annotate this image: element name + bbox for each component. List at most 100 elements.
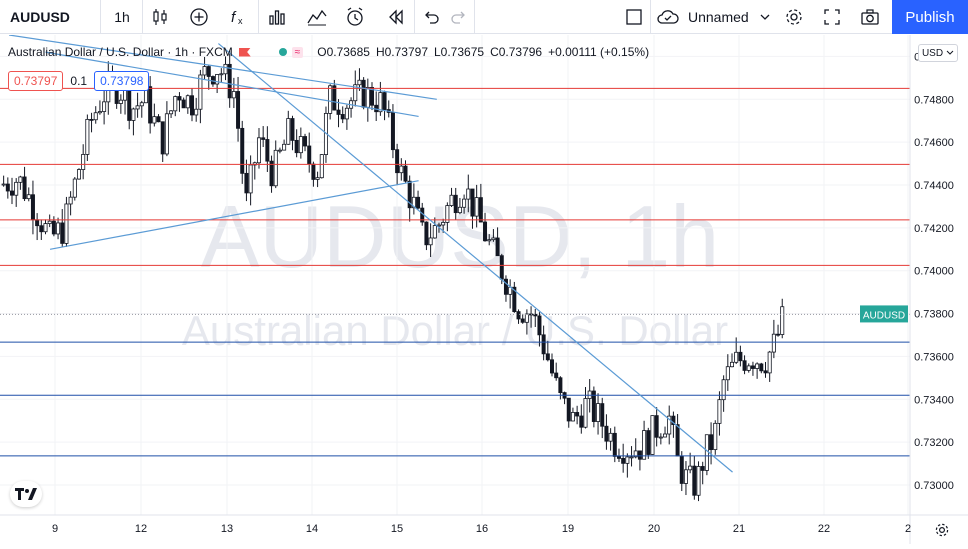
candle-body [273, 149, 278, 187]
bid-ask-panel: 0.73797 0.1 0.73798 [8, 71, 150, 91]
y-tick-label: 0.74800 [914, 94, 954, 106]
trendline[interactable] [9, 34, 437, 100]
candle-body [315, 177, 320, 180]
trendline[interactable] [45, 51, 419, 118]
camera-icon[interactable] [856, 0, 884, 34]
trendline[interactable] [49, 180, 419, 250]
candle-body [554, 372, 559, 379]
candle-body [89, 118, 94, 121]
flag-icon[interactable] [238, 47, 251, 57]
candle-body [763, 370, 768, 374]
candle-body [499, 255, 504, 280]
candle-body [679, 455, 684, 484]
redo-icon[interactable] [446, 0, 472, 34]
candle-body [759, 363, 764, 372]
indicators-plus-icon[interactable] [184, 0, 214, 34]
candle-body [416, 196, 421, 209]
candle-body [365, 87, 370, 108]
candle-body [340, 114, 345, 120]
toolbar-divider [414, 0, 415, 34]
candle-body [51, 220, 56, 235]
candle-body [591, 390, 596, 422]
candle-body [725, 366, 730, 381]
symbol-search-button[interactable]: AUDUSD [10, 9, 70, 25]
fullscreen-square-icon[interactable] [620, 0, 648, 34]
toolbar-divider [474, 0, 475, 34]
candle-body [290, 118, 295, 141]
delay-badge-icon[interactable]: ≈ [291, 46, 304, 58]
layout-menu[interactable]: Unnamed [656, 0, 776, 34]
watermark-name: Australian Dollar / U.S. Dollar [182, 307, 728, 354]
candle-body [344, 107, 349, 120]
candle-body [256, 137, 261, 164]
candle-body [671, 415, 676, 425]
svg-text:f: f [231, 9, 237, 26]
candle-body [750, 365, 755, 369]
y-tick-label: 0.73000 [914, 480, 954, 492]
ask-price-box[interactable]: 0.73798 [94, 71, 150, 91]
candle-body [675, 424, 680, 457]
candle-body [403, 165, 408, 182]
trendline[interactable] [218, 43, 733, 473]
candle-body [558, 377, 563, 394]
candle-body [357, 79, 362, 86]
axis-settings-gear-icon[interactable] [930, 519, 954, 541]
candle-body [47, 220, 52, 224]
currency-button[interactable]: USD [918, 44, 958, 62]
cloud-icon [657, 10, 679, 24]
candle-body [424, 221, 429, 246]
legend-title: Australian Dollar / U.S. Dollar · 1h · F… [8, 45, 233, 59]
candle-body [30, 194, 35, 221]
candle-body [533, 313, 538, 317]
y-tick-label: 0.73600 [914, 351, 954, 363]
candle-body [646, 430, 651, 455]
candle-body [131, 108, 136, 121]
candle-body [76, 169, 81, 180]
publish-button[interactable]: Publish [892, 0, 968, 34]
candle-body [692, 465, 697, 496]
candle-body [650, 415, 655, 455]
undo-icon[interactable] [418, 0, 444, 34]
candle-body [56, 222, 61, 235]
alert-clock-icon[interactable] [340, 0, 370, 34]
candle-body [771, 333, 776, 353]
x-tick-label: 9 [52, 523, 58, 535]
candle-body [621, 458, 626, 464]
candle-body [39, 225, 44, 233]
tradingview-logo-icon[interactable] [10, 481, 42, 507]
candle-body [491, 237, 496, 241]
candle-body [780, 306, 785, 335]
candle-body [164, 113, 169, 155]
candle-body [152, 116, 157, 124]
candle-body [185, 95, 190, 109]
layout-name: Unnamed [688, 9, 749, 25]
toolbar-divider [142, 0, 143, 34]
templates-icon[interactable] [263, 0, 291, 34]
candle-body [537, 315, 542, 336]
price-chart[interactable]: AUDUSD, 1h Australian Dollar / U.S. Doll… [0, 34, 968, 544]
candle-body [160, 121, 165, 155]
market-status-dot-icon[interactable] [278, 48, 287, 56]
candle-body [202, 66, 207, 76]
compare-icon[interactable] [302, 0, 332, 34]
candle-body [97, 111, 102, 114]
fullscreen-icon[interactable] [818, 0, 846, 34]
svg-text:x: x [238, 16, 243, 26]
candle-body [240, 127, 245, 174]
price-scale[interactable] [911, 35, 968, 515]
interval-button[interactable]: 1h [114, 9, 130, 25]
candles-icon[interactable] [146, 0, 174, 34]
candle-body [64, 203, 69, 244]
bid-price-box[interactable]: 0.73797 [8, 71, 64, 91]
candle-body [449, 194, 454, 206]
replay-icon[interactable] [382, 0, 410, 34]
candle-body [231, 91, 236, 99]
candle-body [286, 118, 291, 145]
symbol-tag-bg [860, 305, 908, 323]
chart-area[interactable]: AUDUSD, 1h Australian Dollar / U.S. Doll… [0, 34, 968, 544]
x-tick-label: 22 [818, 523, 830, 535]
candle-body [248, 164, 253, 194]
settings-gear-icon[interactable] [780, 0, 808, 34]
candle-body [14, 181, 19, 196]
